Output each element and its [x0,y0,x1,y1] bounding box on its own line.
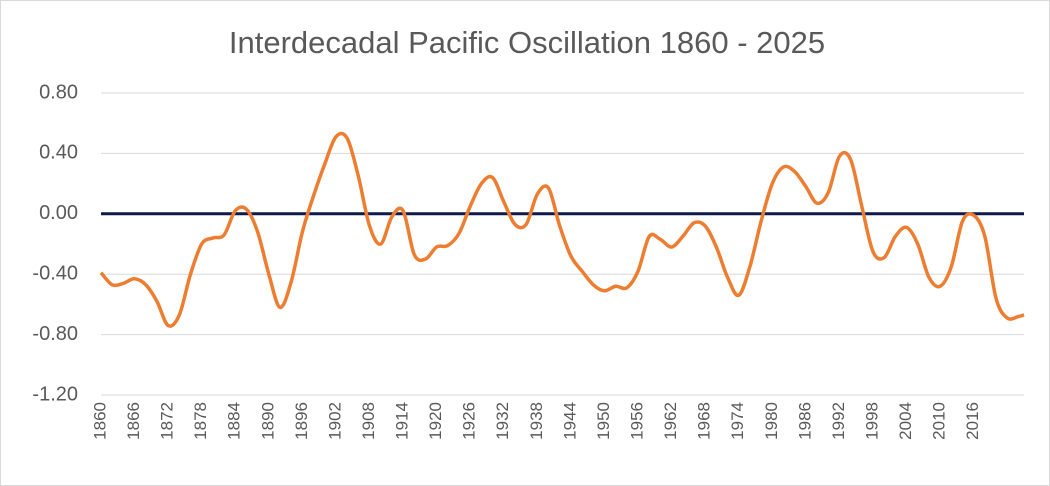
x-tick-label: 2016 [963,402,982,440]
series-line [99,131,1025,328]
y-tick-label: 0.00 [39,202,78,224]
y-tick-label: 0.40 [39,142,78,164]
y-tick-label: -0.80 [32,323,78,345]
x-tick-label: 1944 [560,402,579,440]
y-tick-label: 0.80 [39,81,78,103]
x-tick-label: 1896 [292,402,311,440]
x-tick-label: 1962 [661,402,680,440]
x-tick-label: 1974 [728,402,747,440]
x-tick-label: 1998 [862,402,881,440]
x-tick-label: 1938 [527,402,546,440]
y-tick-label: -1.20 [32,383,78,405]
x-tick-label: 1950 [594,402,613,440]
x-tick-label: 1932 [493,402,512,440]
x-tick-label: 1992 [829,402,848,440]
x-tick-label: 1968 [695,402,714,440]
x-tick-label: 1980 [762,402,781,440]
x-tick-label: 1956 [628,402,647,440]
y-tick-label: -0.40 [32,262,78,284]
x-tick-label: 1926 [460,402,479,440]
x-tick-label: 1920 [426,402,445,440]
x-tick-label: 1914 [393,402,412,440]
x-tick-label: 1866 [124,402,143,440]
x-tick-label: 1986 [795,402,814,440]
x-tick-label: 1890 [258,402,277,440]
x-tick-label: 2010 [930,402,949,440]
x-tick-label: 1860 [90,402,109,440]
x-tick-label: 1878 [191,402,210,440]
x-tick-label: 1884 [225,402,244,440]
x-tick-label: 2004 [896,402,915,440]
x-tick-label: 1902 [325,402,344,440]
chart-title: Interdecadal Pacific Oscillation 1860 - … [229,25,825,60]
x-tick-label: 1872 [158,402,177,440]
x-tick-label: 1908 [359,402,378,440]
